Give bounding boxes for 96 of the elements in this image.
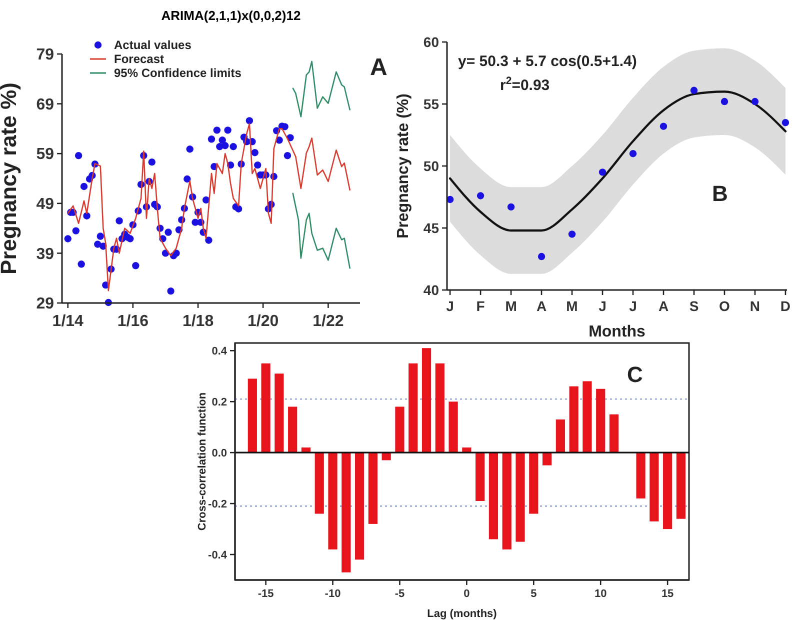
- bar: [609, 414, 619, 453]
- bar: [314, 452, 324, 514]
- x-tick-label: 0: [464, 588, 470, 600]
- point: [629, 150, 637, 158]
- bar: [435, 363, 444, 453]
- y-tick-label: 69: [36, 96, 54, 114]
- point: [660, 122, 668, 130]
- x-tick-label: -10: [324, 588, 341, 600]
- point: [751, 98, 759, 106]
- y-tick-label: 29: [36, 296, 54, 313]
- y-tick-label: 59: [36, 146, 54, 164]
- x-tick-label: J: [598, 298, 606, 314]
- bar: [488, 452, 498, 540]
- x-tick-label: M: [566, 298, 578, 314]
- y-tick-label: 39: [36, 246, 54, 263]
- point: [568, 230, 576, 238]
- x-tick-label: A: [536, 298, 547, 314]
- legend-label: Actual values: [114, 38, 192, 52]
- bar: [542, 452, 552, 466]
- bar: [354, 452, 364, 560]
- bar: [274, 374, 284, 453]
- bar: [502, 452, 512, 550]
- y-axis-title: Cross-correlation function: [196, 392, 208, 531]
- bar: [408, 363, 418, 453]
- point: [476, 192, 484, 200]
- bar: [596, 388, 606, 453]
- annotation: r$^{2}$=0.93: [500, 75, 550, 94]
- x-tick-label: A: [658, 298, 669, 314]
- bar: [676, 452, 686, 519]
- line-series: [292, 192, 350, 269]
- text: A: [370, 54, 388, 81]
- x-tick-label: D: [780, 298, 791, 314]
- point: [538, 252, 546, 260]
- annotation: y= 50.3 + 5.7 cos(0.5+1.4): [458, 53, 637, 70]
- y-tick-label: 60: [423, 34, 440, 50]
- x-tick-label: 1/16: [117, 312, 149, 330]
- y-tick-label: 0.0: [212, 447, 227, 460]
- point: [720, 98, 728, 106]
- chart-title: ARIMA(2,1,1)x(0,0,2)12: [161, 8, 301, 23]
- bar: [636, 452, 646, 498]
- bar: [422, 348, 432, 453]
- y-tick-label: 79: [36, 46, 54, 64]
- bar: [248, 378, 257, 453]
- x-tick-label: -15: [258, 588, 274, 600]
- y-tick-label: -0.4: [208, 549, 228, 562]
- y-tick-label: 55: [423, 96, 440, 112]
- x-tick-label: -5: [394, 588, 405, 600]
- legend-label: 95% Confidence limits: [114, 66, 242, 80]
- bar: [476, 452, 485, 501]
- y-axis-title: Pregnancy rate %): [0, 82, 21, 274]
- point: [598, 168, 606, 176]
- bar: [261, 363, 270, 453]
- annotation: C: [627, 362, 643, 387]
- line-series: [292, 60, 350, 118]
- annotation: B: [712, 181, 728, 206]
- y-tick-label: 49: [36, 196, 54, 213]
- y-tick-label: 45: [423, 220, 440, 236]
- x-tick-label: S: [689, 298, 699, 314]
- point: [782, 119, 790, 126]
- bar: [368, 452, 378, 524]
- x-tick-label: 1/18: [182, 312, 214, 330]
- y-tick-label: 0.2: [212, 396, 227, 408]
- x-tick-label: 5: [530, 588, 537, 600]
- bar: [556, 419, 565, 453]
- bar: [650, 452, 659, 522]
- x-tick-label: M: [505, 298, 517, 314]
- bar: [288, 406, 298, 453]
- x-tick-label: J: [629, 298, 637, 314]
- bar: [395, 406, 404, 453]
- x-tick-label: N: [750, 298, 760, 314]
- point: [690, 86, 698, 94]
- bar: [569, 386, 578, 453]
- x-axis-title: Months: [588, 323, 646, 340]
- point: [507, 203, 515, 211]
- x-tick-label: 1/20: [248, 312, 279, 330]
- bar: [529, 452, 538, 514]
- legend-label: Forecast: [114, 52, 164, 66]
- bar: [516, 452, 525, 542]
- x-tick-label: J: [446, 298, 454, 314]
- y-tick-label: 0.4: [212, 345, 228, 358]
- x-tick-label: 15: [661, 588, 674, 600]
- bar: [342, 452, 351, 572]
- bar: [582, 381, 592, 453]
- x-tick-label: F: [476, 298, 486, 314]
- y-tick-label: 40: [423, 282, 440, 298]
- x-tick-label: 1/14: [52, 312, 84, 330]
- y-axis-title: Pregnancy rate (%): [395, 94, 412, 238]
- y-tick-label: 50: [423, 158, 440, 174]
- x-tick-label: 10: [594, 588, 607, 600]
- bar: [328, 452, 338, 550]
- x-axis-title: Lag (months): [427, 608, 498, 620]
- bar: [448, 402, 458, 453]
- x-tick-label: 1/22: [312, 312, 344, 330]
- y-tick-label: -0.2: [208, 498, 227, 510]
- bar: [663, 452, 672, 530]
- x-tick-label: O: [719, 298, 730, 314]
